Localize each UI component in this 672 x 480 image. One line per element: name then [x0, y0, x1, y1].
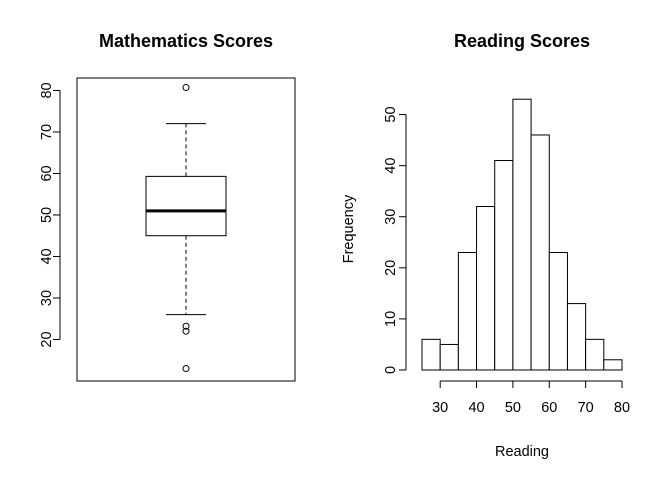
- math-y-tick-label: 40: [39, 248, 55, 264]
- reading-x-tick-label: 80: [614, 400, 630, 416]
- math-plot-frame: [76, 77, 296, 382]
- reading-y-tick-label: 0: [383, 366, 399, 374]
- reading-x-tick-label: 40: [468, 400, 484, 416]
- math-box-marks: [145, 84, 227, 373]
- reading-bar: [530, 134, 550, 371]
- math-outlier-point: [182, 365, 190, 373]
- math-outlier-point: [182, 322, 190, 330]
- math-outlier-point: [182, 327, 190, 335]
- reading-bars: [421, 98, 623, 371]
- reading-x-tick-label: 70: [578, 400, 594, 416]
- reading-y-tick-label: 50: [383, 106, 399, 122]
- math-y-tick-label: 80: [39, 82, 55, 98]
- reading-x-tick-label: 30: [432, 400, 448, 416]
- reading-x-tick-label: 50: [505, 400, 521, 416]
- math-y-ticks: 20 30 40 50 60 70 80: [39, 82, 60, 348]
- reading-y-tick-label: 40: [383, 158, 399, 174]
- math-boxplot-panel: Mathematics Scores 20 30 40 50 60 70 80: [39, 31, 296, 382]
- reading-x-ticks: 30 40 50 60 70 80: [432, 381, 630, 416]
- reading-bar: [439, 343, 459, 371]
- reading-chart-title: Reading Scores: [454, 31, 590, 51]
- reading-bar: [603, 359, 623, 371]
- reading-bar: [585, 338, 605, 371]
- reading-bar: [457, 251, 478, 371]
- math-y-tick-label: 30: [39, 290, 55, 306]
- math-y-tick-label: 60: [39, 165, 55, 181]
- reading-y-tick-label: 10: [383, 311, 399, 327]
- reading-bar: [494, 160, 514, 371]
- math-y-tick-label: 20: [39, 331, 55, 347]
- reading-y-tick-label: 30: [383, 209, 399, 225]
- reading-bar: [421, 338, 441, 371]
- reading-x-label: Reading: [495, 444, 549, 460]
- math-y-tick-label: 50: [39, 207, 55, 223]
- reading-bar: [476, 206, 496, 371]
- math-outlier-point: [182, 84, 190, 92]
- reading-bar: [512, 98, 532, 371]
- reading-y-ticks: 0 10 20 30 40 50: [383, 106, 406, 374]
- reading-bar: [566, 303, 587, 371]
- math-iqr-box: [145, 175, 227, 237]
- math-chart-title: Mathematics Scores: [99, 31, 273, 51]
- reading-y-label: Frequency: [341, 194, 357, 263]
- reading-y-tick-label: 20: [383, 260, 399, 276]
- math-y-tick-label: 70: [39, 124, 55, 140]
- reading-bar: [548, 251, 568, 371]
- reading-x-tick-label: 60: [541, 400, 557, 416]
